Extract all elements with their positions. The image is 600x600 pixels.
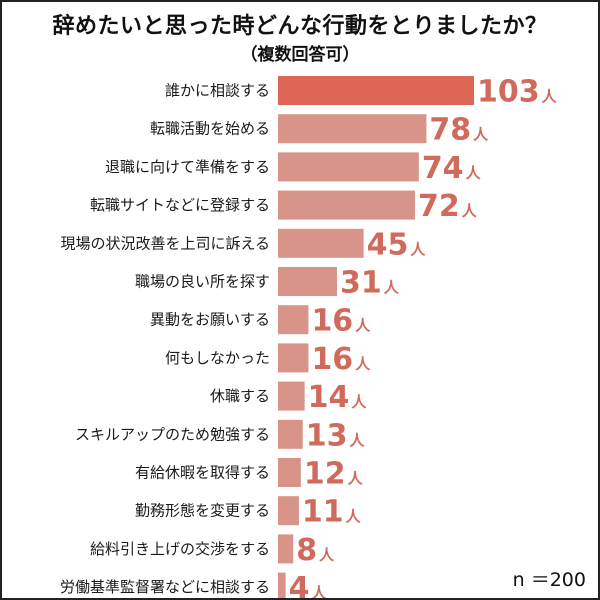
bar	[278, 267, 337, 296]
bar	[278, 76, 474, 105]
bar	[278, 458, 301, 487]
category-label: 有給休暇を取得する	[135, 464, 270, 482]
category-label: 何もしなかった	[165, 349, 270, 367]
bar	[278, 190, 416, 220]
chart-subtitle: （複数回答可）	[240, 45, 360, 65]
value-label: 45 人	[367, 227, 427, 262]
bar	[278, 572, 286, 598]
value-label: 74 人	[422, 151, 482, 186]
value-label: 78 人	[429, 113, 489, 148]
category-label: 職場の良い所を探す	[135, 273, 270, 291]
category-label: 勤務形態を変更する	[135, 502, 270, 520]
value-label: 16 人	[311, 304, 371, 339]
category-label: 労働基準監督署などに相談する	[60, 578, 270, 596]
value-label: 16 人	[311, 342, 371, 377]
bar	[278, 228, 364, 258]
category-label: 異動をお願いする	[150, 311, 270, 329]
bar	[278, 534, 294, 564]
chart-title: 辞めたいと思った時どんな行動をとりましたか？	[52, 14, 548, 39]
bar	[278, 381, 305, 411]
category-label: 退職に向けて準備をする	[105, 158, 270, 176]
category-label: 休職する	[210, 387, 270, 405]
category-label: 現場の状況改善を上司に訴える	[60, 234, 270, 252]
category-label: 誰かに相談する	[165, 82, 270, 100]
category-label: 給料引き上げの交渉をする	[90, 540, 270, 558]
bar	[278, 419, 303, 449]
bar	[278, 496, 299, 526]
bar	[278, 305, 309, 335]
category-label: 転職サイトなどに登録する	[90, 196, 270, 214]
bar	[278, 152, 419, 182]
value-label: 12 人	[304, 457, 364, 492]
value-label: 14 人	[308, 380, 368, 415]
category-label: 転職活動を始める	[150, 120, 270, 138]
category-label: スキルアップのため勉強する	[75, 425, 270, 443]
value-label: 13 人	[306, 418, 366, 453]
bar	[278, 114, 427, 144]
bar	[278, 343, 309, 373]
value-label: 72 人	[418, 189, 478, 224]
value-label: 31 人	[340, 266, 400, 301]
value-label: 103 人	[477, 75, 558, 110]
value-label: 11 人	[302, 495, 362, 530]
sample-size-label: n ＝200	[512, 569, 586, 591]
